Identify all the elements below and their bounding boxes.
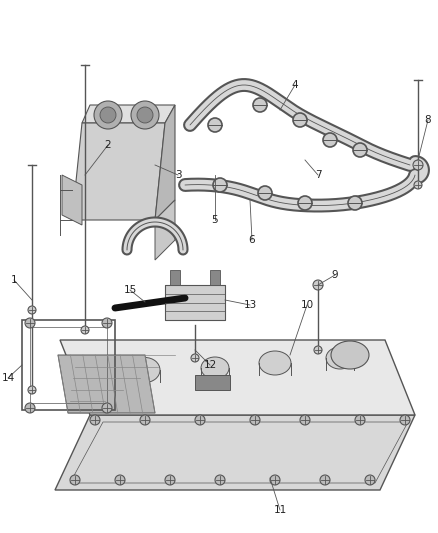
Text: 9: 9 [332,270,338,280]
Circle shape [70,475,80,485]
Circle shape [313,280,323,290]
Circle shape [400,415,410,425]
Circle shape [213,178,227,192]
Circle shape [215,475,225,485]
Circle shape [270,475,280,485]
Circle shape [25,403,35,413]
Circle shape [414,181,422,189]
Text: 6: 6 [249,235,255,245]
Circle shape [81,326,89,334]
Circle shape [348,196,362,210]
Circle shape [137,107,153,123]
Circle shape [353,143,367,157]
Circle shape [25,318,35,328]
Polygon shape [82,105,175,123]
Circle shape [250,415,260,425]
Text: 1: 1 [11,275,18,285]
Circle shape [413,160,423,170]
Circle shape [102,318,112,328]
Text: 14: 14 [1,373,14,383]
Text: 2: 2 [105,140,111,150]
Polygon shape [155,105,175,220]
Circle shape [195,415,205,425]
Polygon shape [60,340,415,415]
Circle shape [140,415,150,425]
Circle shape [355,415,365,425]
Text: 3: 3 [175,170,181,180]
Circle shape [28,386,36,394]
Polygon shape [165,285,225,320]
Circle shape [102,403,112,413]
Polygon shape [55,415,415,490]
Ellipse shape [326,347,354,369]
Circle shape [100,107,116,123]
Text: 12: 12 [203,360,217,370]
Text: 13: 13 [244,300,257,310]
Circle shape [28,306,36,314]
Circle shape [300,415,310,425]
Polygon shape [72,123,165,220]
Ellipse shape [201,357,229,379]
Circle shape [365,475,375,485]
Text: 4: 4 [292,80,298,90]
Ellipse shape [331,341,369,369]
Polygon shape [155,200,175,260]
Circle shape [258,186,272,200]
Text: 7: 7 [314,170,321,180]
Circle shape [115,475,125,485]
Circle shape [165,475,175,485]
Polygon shape [62,175,82,225]
Text: 10: 10 [300,300,314,310]
Text: 11: 11 [273,505,286,515]
Circle shape [293,113,307,127]
Polygon shape [210,270,220,285]
Circle shape [314,346,322,354]
Ellipse shape [259,351,291,375]
Polygon shape [170,270,180,285]
Circle shape [191,354,199,362]
Text: 5: 5 [212,215,218,225]
Circle shape [131,101,159,129]
Circle shape [320,475,330,485]
Text: 15: 15 [124,285,137,295]
Polygon shape [195,375,230,390]
Circle shape [90,415,100,425]
Circle shape [94,101,122,129]
Circle shape [208,118,222,132]
Circle shape [298,196,312,210]
Text: 8: 8 [425,115,431,125]
Circle shape [253,98,267,112]
Ellipse shape [130,358,160,383]
Polygon shape [58,355,155,413]
Circle shape [323,133,337,147]
